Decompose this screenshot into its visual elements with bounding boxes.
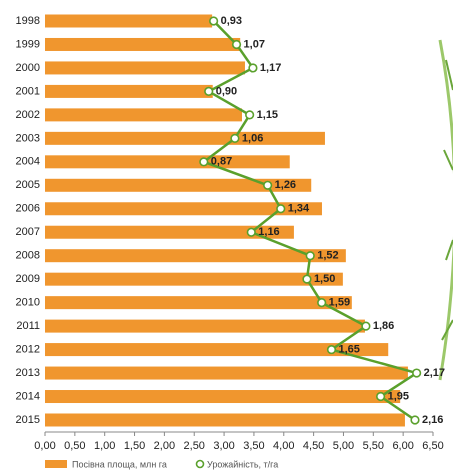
value-label: 1,06 xyxy=(242,132,263,144)
value-label: 2,17 xyxy=(424,367,445,379)
y-tick-label: 2000 xyxy=(16,62,40,74)
yield-marker xyxy=(247,228,255,236)
value-label: 1,16 xyxy=(258,226,279,238)
yield-marker xyxy=(306,252,314,260)
y-tick-label: 2007 xyxy=(16,226,40,238)
y-tick-label: 2010 xyxy=(16,297,40,309)
y-tick-label: 1999 xyxy=(16,38,40,50)
y-tick-label: 2001 xyxy=(16,85,40,97)
x-tick-label: 0,50 xyxy=(64,440,85,452)
x-tick-label: 1,00 xyxy=(94,440,115,452)
value-label: 1,65 xyxy=(338,343,359,355)
yield-marker xyxy=(413,369,421,377)
y-tick-label: 2009 xyxy=(16,273,40,285)
x-tick-label: 6,50 xyxy=(422,440,443,452)
x-tick-label: 2,00 xyxy=(154,440,175,452)
x-tick-label: 4,00 xyxy=(273,440,294,452)
yield-marker xyxy=(246,111,254,119)
y-tick-label: 2013 xyxy=(16,367,40,379)
yield-marker xyxy=(277,205,285,213)
bar xyxy=(45,155,290,168)
value-label: 1,17 xyxy=(260,62,281,74)
x-tick-label: 6,00 xyxy=(392,440,413,452)
y-tick-label: 2003 xyxy=(16,132,40,144)
chart: 0,00 0,50 1,00 1,50 2,00 2,50 3,00 3,50 4,00 4,50… xyxy=(0,0,453,475)
yield-marker xyxy=(210,17,218,25)
x-tick-label: 1,50 xyxy=(124,440,145,452)
bar xyxy=(45,390,400,403)
yield-line xyxy=(204,21,417,420)
x-tick-label: 0,00 xyxy=(34,440,55,452)
bar xyxy=(45,296,352,309)
value-label: 1,07 xyxy=(244,38,265,50)
value-label: 1,95 xyxy=(388,390,409,402)
bar xyxy=(45,413,405,426)
bar xyxy=(45,273,343,286)
bar xyxy=(45,15,212,28)
yield-marker xyxy=(249,64,257,72)
value-label: 1,34 xyxy=(288,203,310,215)
yield-marker xyxy=(200,158,208,166)
yield-marker xyxy=(205,88,213,96)
y-tick-label: 2011 xyxy=(16,320,40,332)
yield-marker xyxy=(233,41,241,49)
yield-marker xyxy=(264,181,272,189)
bar xyxy=(45,61,245,74)
x-tick-label: 2,50 xyxy=(184,440,205,452)
y-tick-label: 2005 xyxy=(16,179,40,191)
y-tick-label: 2012 xyxy=(16,343,40,355)
x-tick-label: 3,00 xyxy=(213,440,234,452)
value-label: 2,16 xyxy=(422,414,443,426)
yield-marker xyxy=(303,275,311,283)
x-tick-label: 5,00 xyxy=(333,440,354,452)
y-tick-label: 2008 xyxy=(16,250,40,262)
yield-marker xyxy=(411,416,419,424)
bar xyxy=(45,38,240,51)
bar xyxy=(45,132,325,145)
value-label: 1,86 xyxy=(373,320,394,332)
y-tick-label: 2014 xyxy=(16,390,40,402)
yield-marker xyxy=(231,135,239,143)
bar xyxy=(45,320,365,333)
bar xyxy=(45,367,408,380)
yield-marker xyxy=(362,322,370,330)
value-label: 1,26 xyxy=(275,179,296,191)
value-label: 0,87 xyxy=(211,156,232,168)
y-tick-label: 2002 xyxy=(16,109,40,121)
decoration xyxy=(440,40,453,380)
legend-label: Посівна площа, млн га xyxy=(72,459,167,469)
legend-label: Урожайність, т/га xyxy=(207,459,278,469)
y-tick-label: 2006 xyxy=(16,203,40,215)
x-tick-label: 3,50 xyxy=(243,440,264,452)
value-label: 1,15 xyxy=(257,109,278,121)
x-tick-label: 4,50 xyxy=(303,440,324,452)
yield-marker xyxy=(328,346,336,354)
bar xyxy=(45,85,213,98)
legend-swatch xyxy=(45,460,67,468)
x-tick-label: 5,50 xyxy=(363,440,384,452)
legend-swatch xyxy=(197,461,204,468)
y-tick-label: 1998 xyxy=(16,15,40,27)
bar xyxy=(45,108,242,121)
yield-marker xyxy=(318,299,326,307)
y-tick-label: 2004 xyxy=(16,156,40,168)
y-tick-label: 2015 xyxy=(16,414,40,426)
value-label: 1,52 xyxy=(317,250,338,262)
value-label: 1,50 xyxy=(314,273,335,285)
yield-marker xyxy=(377,393,385,401)
value-label: 1,59 xyxy=(329,297,350,309)
value-label: 0,93 xyxy=(221,15,242,27)
value-label: 0,90 xyxy=(216,85,237,97)
